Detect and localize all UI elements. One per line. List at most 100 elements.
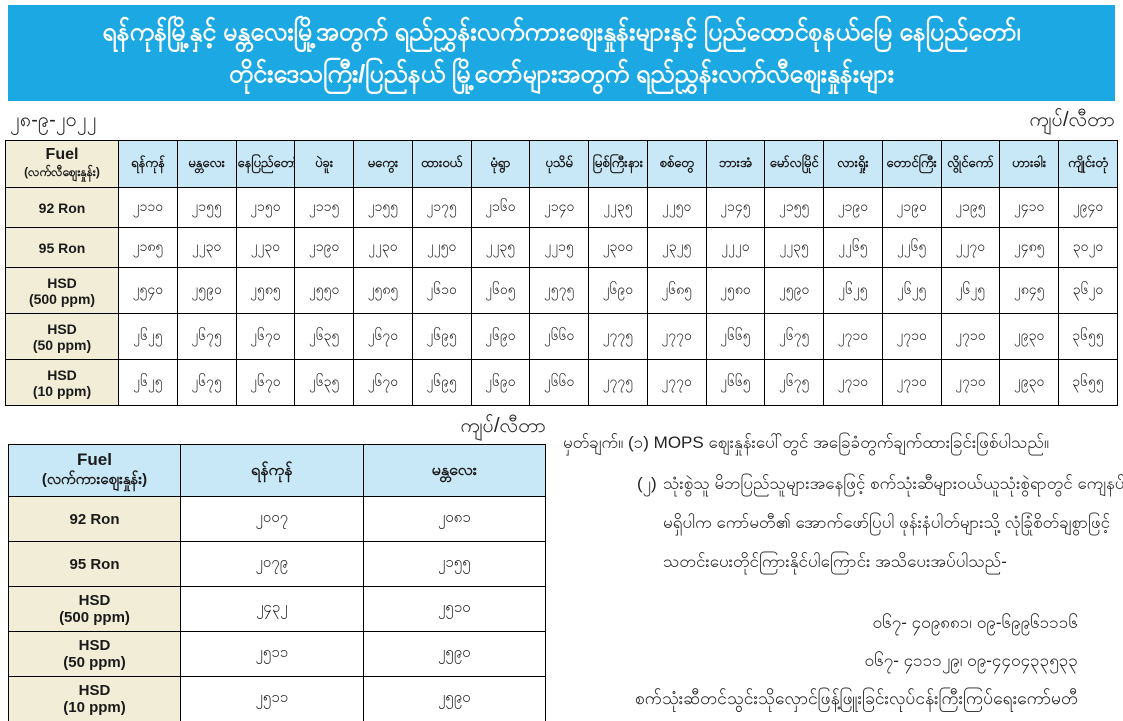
note-prefix: မှတ်ချက်။ <box>563 433 624 452</box>
fuel-price-row: HSD (50 ppm) ၂၅၁၁ ၂၅၉၀ <box>8 631 546 677</box>
title-line-2: တိုင်းဒေသကြီး/ပြည်နယ် မြို့တော်များအတွက်… <box>228 60 895 88</box>
price-cell: ၂၆၆၅ <box>705 359 766 406</box>
price-cell: ၂၆၂၅ <box>118 313 178 360</box>
city-column-header: မော်လမြိုင် <box>764 140 824 188</box>
price-cell: ၂၁၉၀ <box>881 187 942 228</box>
city-column-header: မုံရွာ <box>470 140 531 188</box>
price-cell: ၂၇၇၀ <box>646 359 707 406</box>
city-column-header: ပုသိမ် <box>529 140 589 188</box>
price-cell: ၂၇၁၀ <box>940 359 1001 406</box>
date-row: ၂၈-၉-၂၀၂၂ ကျပ်/လီတာ <box>10 106 1115 136</box>
city-column-header: စစ်တွေ <box>646 140 707 188</box>
fuel-row-sublabel: (10 ppm) <box>63 699 126 716</box>
note-1-text: MOPS ဈေးနှုန်းပေါ်တွင် အခြေခံတွက်ချက်ထား… <box>653 433 1050 452</box>
fuel-price-row: 92 Ron ၂၁၁၀ ၂၁၅၅ ၂၁၅၀ ၂၁၁၅ ၂၁၅၅ ၂၁၇၅ ၂၁၆၀ ၂၁၄၀ ၂၂… <box>5 187 1118 228</box>
city-column-header: ရန်ကုန် <box>118 140 178 188</box>
fuel-price-row: 95 Ron ၂၀၇၉ ၂၁၅၅ <box>8 541 546 587</box>
fuel-column-header: Fuel (လက်ကားဈေးနှုန်း) <box>8 444 181 497</box>
price-cell: ၂၉၃၀ <box>999 313 1059 360</box>
price-cell: ၂၇၇၅ <box>588 313 648 360</box>
fuel-price-row: HSD (500 ppm) ၂၅၄၀ ၂၅၉၀ ၂၅၈၅ ၂၅၅၀ ၂၅၈၅ ၂၆၁၀ ၂၆၀၅… <box>5 267 1118 314</box>
price-cell: ၂၆၀၅ <box>470 267 531 314</box>
fuel-row-label: 92 Ron <box>5 187 119 228</box>
price-cell: ၂၉၃၀ <box>999 359 1059 406</box>
price-cell: ၂၁၁၀ <box>118 187 178 228</box>
fuel-header-subtitle: (လက်ကားဈေးနှုန်း) <box>41 470 148 488</box>
city-column-header: ပဲခူး <box>294 140 354 188</box>
price-cell: ၂၆၉၅ <box>411 313 472 360</box>
price-cell: ၂၁၅၀ <box>235 187 296 228</box>
city-column-header: လွိုင်ကော် <box>940 140 1001 188</box>
price-cell: ၂၅၁၁ <box>180 631 364 677</box>
price-cell: ၂၄၁၀ <box>999 187 1059 228</box>
price-cell: ၂၁၅၅ <box>353 187 413 228</box>
price-cell: ၂၂၅၀ <box>411 227 472 268</box>
price-cell: ၂၅၈၅ <box>353 267 413 314</box>
city-column-header: လားရှိုး <box>823 140 883 188</box>
price-cell: ၂၆၇၅ <box>176 359 237 406</box>
price-cell: ၂၆၇၀ <box>353 313 413 360</box>
price-cell: ၂၂၃၅ <box>588 187 648 228</box>
city-column-header: မန္တလေး <box>362 444 546 497</box>
price-cell: ၂၆၇၀ <box>235 359 296 406</box>
price-cell: ၂၆၇၀ <box>353 359 413 406</box>
note-2-line-3: သတင်းပေးတိုင်ကြားနိုင်ပါကြောင်း အသိပေးအပ… <box>663 552 1007 571</box>
city-column-header: တောင်ကြီး <box>881 140 942 188</box>
price-cell: ၂၆၉၅ <box>411 359 472 406</box>
price-cell: ၂၁၉၀ <box>294 227 354 268</box>
price-cell: ၂၇၁၀ <box>940 313 1001 360</box>
price-cell: ၂၆၂၅ <box>823 267 883 314</box>
price-cell: ၂၆၁၀ <box>411 267 472 314</box>
price-cell: ၂၇၁၀ <box>823 313 883 360</box>
city-column-header: မကွေး <box>353 140 413 188</box>
price-cell: ၂၄၈၅ <box>999 227 1059 268</box>
price-cell: ၂၅၈၀ <box>705 267 766 314</box>
price-cell: ၂၆၇၅ <box>176 313 237 360</box>
fuel-column-header: Fuel (လက်လီဈေးနှုန်း) <box>5 140 119 188</box>
price-cell: ၂၁၆၀ <box>470 187 531 228</box>
fuel-row-sublabel: (50 ppm) <box>32 336 92 353</box>
price-cell: ၂၁၄၅ <box>705 187 766 228</box>
city-column-header: ဟားခါး <box>999 140 1059 188</box>
fuel-row-label: HSD (10 ppm) <box>5 359 119 406</box>
unit-label-wholesale: ကျပ်/လီတာ <box>460 415 546 437</box>
price-cell: ၂၇၁၀ <box>823 359 883 406</box>
unit-label-top: ကျပ်/လီတာ <box>1029 109 1115 131</box>
price-cell: ၂၆၆၅ <box>705 313 766 360</box>
price-cell: ၂၆၇၅ <box>764 313 824 360</box>
price-cell: ၂၇၇၀ <box>646 313 707 360</box>
date-label: ၂၈-၉-၂၀၂၂ <box>10 109 97 131</box>
price-cell: ၃၆၅၅ <box>1058 313 1118 360</box>
fuel-row-label: HSD (50 ppm) <box>5 313 119 360</box>
fuel-header-subtitle: (လက်လီဈေးနှုန်း) <box>24 165 100 179</box>
price-cell: ၂၆၃၅ <box>294 313 354 360</box>
price-cell: ၂၆၉၀ <box>470 359 531 406</box>
price-cell: ၂၅၁၀ <box>362 586 546 632</box>
price-cell: ၂၆၇၀ <box>235 313 296 360</box>
price-cell: ၂၆၉၀ <box>470 313 531 360</box>
fuel-row-label: HSD (500 ppm) <box>5 267 119 314</box>
note-2-line-2: မရှိပါက ကော်မတီ၏ အောက်ဖော်ပြပါ ဖုန်းနံပါ… <box>663 513 1111 532</box>
price-cell: ၂၁၁၅ <box>294 187 354 228</box>
wholesale-price-table: Fuel (လက်ကားဈေးနှုန်း) ရန်ကုန် မန္တလေး 92 R… <box>8 444 546 721</box>
fuel-row-label: 95 Ron <box>5 227 119 268</box>
price-cell: ၂၁၇၅ <box>411 187 472 228</box>
price-cell: ၂၅၉၀ <box>362 676 546 721</box>
fuel-header-title: Fuel <box>77 449 112 469</box>
price-cell: ၂၆၈၅ <box>646 267 707 314</box>
price-cell: ၂၂၃၅ <box>764 227 824 268</box>
price-cell: ၂၅၇၅ <box>529 267 589 314</box>
title-line-1: ရန်ကုန်မြို့နှင့် မန္တလေးမြို့အတွက် ရည်ည… <box>102 18 1021 46</box>
note-2-line-1: သုံးစွဲသူ မိဘပြည်သူများအနေဖြင့် စက်သုံးဆ… <box>663 474 1123 493</box>
fuel-header-title: Fuel <box>45 146 79 163</box>
price-cell: ၂၁၅၅ <box>764 187 824 228</box>
price-cell: ၂၅၉၀ <box>176 267 237 314</box>
retail-header-row: Fuel (လက်လီဈေးနှုန်း) ရန်ကုန် မန္တလေး နေပြည်… <box>5 140 1118 188</box>
price-cell: ၂၂၃၀ <box>176 227 237 268</box>
phone-line-1: ၀၆၇- ၄၀၉၈၈၁၊ ၀၉-၆၉၉၆၁၁၁၆ <box>872 613 1078 632</box>
fuel-row-label: 92 Ron <box>8 496 181 542</box>
price-cell: ၂၆၆၀ <box>529 313 589 360</box>
city-column-header: မြစ်ကြီးနား <box>588 140 648 188</box>
note-2-number: (၂) <box>637 474 657 493</box>
